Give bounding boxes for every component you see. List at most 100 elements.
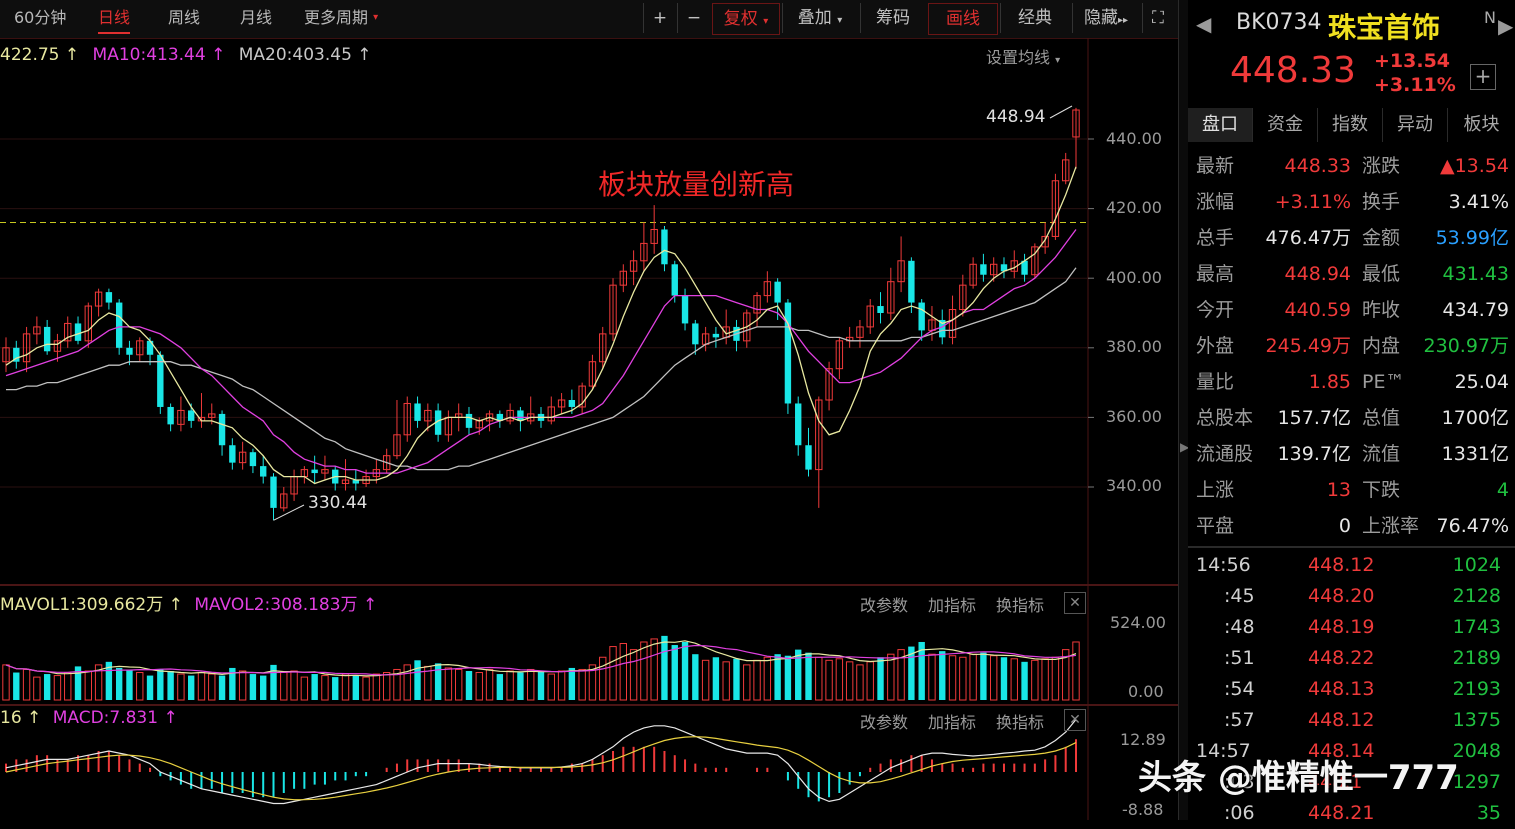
period-daily[interactable]: 日线 [98, 4, 131, 34]
quote-label: 最低 [1362, 263, 1401, 285]
volume-bar [1051, 656, 1060, 701]
vol-switch-indicator-button[interactable]: 换指标 [996, 596, 1045, 615]
quote-row: 总手 476.47万 金额 53.99亿 [1188, 220, 1515, 256]
candle-body [229, 445, 236, 463]
volume-bar [33, 676, 41, 701]
vol-change-params-button[interactable]: 改参数 [860, 596, 909, 615]
candle-body [588, 361, 597, 387]
chart-toolbar: 60分钟 日线 周线 月线 更多周期 ▾ + − 复权 ▾ 叠加 ▾ 筹码 画线… [0, 0, 1178, 39]
tick-price: 448.12 [1308, 554, 1375, 576]
tick-volume: 1297 [1452, 771, 1501, 793]
volume-bar [722, 661, 730, 701]
arrow-up-icon: ↑ [21, 708, 47, 728]
period-more[interactable]: 更多周期 ▾ [304, 4, 378, 32]
candle-body [43, 326, 51, 352]
quote-row: 平盘 0 上涨率 76.47% [1188, 508, 1515, 544]
volume-bar [825, 659, 833, 701]
candle-body [980, 264, 987, 275]
tab-sector[interactable]: 板块 [1448, 108, 1515, 142]
volume-bar [465, 670, 473, 700]
chips-button[interactable]: 筹码 [860, 3, 925, 33]
candle-body [640, 242, 648, 262]
candle-body [311, 469, 318, 474]
macd-switch-indicator-button[interactable]: 换指标 [996, 713, 1045, 732]
tick-volume: 2048 [1452, 740, 1501, 762]
kline-chart[interactable] [0, 0, 1178, 820]
tick-row: :57 448.12 1375 [1188, 705, 1515, 736]
candle-body [393, 434, 401, 457]
prev-stock-icon[interactable]: ◀ [1196, 12, 1212, 36]
volume-bar [290, 670, 298, 701]
volume-bar [1072, 641, 1080, 701]
volume-bar [300, 676, 309, 701]
vol-add-indicator-button[interactable]: 加指标 [928, 596, 977, 615]
candle-body [341, 479, 350, 485]
quote-label: 总值 [1362, 407, 1401, 429]
macd-change-params-button[interactable]: 改参数 [860, 713, 909, 732]
volume-bar [650, 638, 658, 701]
volume-bar [959, 656, 967, 701]
volume-bar [84, 670, 92, 701]
zoom-out-button[interactable]: − [677, 3, 710, 33]
period-60min[interactable]: 60分钟 [14, 8, 67, 27]
tick-price: 448.21 [1308, 802, 1375, 824]
candle-body [661, 229, 668, 265]
classic-button[interactable]: 经典 [1000, 3, 1069, 33]
tick-row: :48 448.19 1743 [1188, 612, 1515, 643]
collapse-handle-icon[interactable]: ▶ [1180, 440, 1190, 454]
chevron-down-icon: ▾ [837, 15, 843, 26]
volume-bar [105, 661, 113, 700]
volume-bar [517, 672, 524, 700]
tick-time: :06 [1224, 802, 1255, 824]
volume-bar [229, 667, 236, 700]
volume-bar [382, 672, 391, 701]
tick-price: 448.22 [1308, 647, 1375, 669]
candle-body [136, 340, 144, 356]
tab-handicap[interactable]: 盘口 [1188, 108, 1253, 142]
volume-bar [939, 651, 946, 700]
volume-bar [805, 652, 812, 700]
volume-bar [249, 674, 257, 700]
overlay-button[interactable]: 叠加 ▾ [782, 3, 857, 33]
quote-label: 金额 [1362, 227, 1401, 249]
price-change-pct: +3.11% [1374, 74, 1456, 96]
close-icon[interactable]: ✕ [1064, 709, 1086, 731]
hide-button[interactable]: 隐藏▸▸ [1072, 3, 1139, 33]
restore-right-button[interactable]: 复权 ▾ [712, 3, 780, 35]
quote-value: 25.04 [1454, 371, 1509, 393]
add-watchlist-icon[interactable]: + [1470, 64, 1496, 90]
volume-bar [578, 668, 586, 701]
volume-bar [619, 643, 627, 701]
zoom-in-button[interactable]: + [643, 3, 676, 33]
current-price: 448.33 [1230, 50, 1356, 91]
quote-row: 流通股 139.7亿 流值 1331亿 [1188, 436, 1515, 472]
volume-bar [321, 675, 329, 701]
tab-abnormal[interactable]: 异动 [1383, 108, 1448, 142]
candle-body [84, 305, 92, 342]
volume-bar [743, 664, 751, 701]
quote-value: 230.97万 [1423, 335, 1509, 357]
volume-bar [774, 654, 781, 700]
candle-body [167, 406, 174, 425]
tab-funds[interactable]: 资金 [1253, 108, 1318, 142]
dropdown-icon: ▾ [373, 12, 379, 23]
ma-settings-button[interactable]: 设置均线 ▾ [986, 44, 1060, 68]
macd-left-value: 16 [0, 708, 22, 728]
chart-annotation: 板块放量创新高 [598, 168, 795, 201]
close-icon[interactable]: ✕ [1064, 592, 1086, 614]
volume-bar [599, 656, 607, 701]
draw-line-button[interactable]: 画线 [928, 3, 998, 35]
tick-row: :45 448.20 2128 [1188, 581, 1515, 612]
macd-add-indicator-button[interactable]: 加指标 [928, 713, 977, 732]
fullscreen-icon[interactable]: ⛶ [1142, 3, 1173, 33]
candle-body [1072, 109, 1080, 138]
period-weekly[interactable]: 周线 [168, 8, 201, 27]
candle-body [835, 340, 844, 370]
tab-index[interactable]: 指数 [1318, 108, 1383, 142]
candle-body [157, 354, 164, 407]
period-monthly[interactable]: 月线 [240, 8, 273, 27]
next-stock-icon[interactable]: ▶ [1498, 14, 1514, 38]
candle-body [774, 281, 781, 303]
quote-value: 448.33 [1284, 155, 1351, 177]
table-divider [1188, 546, 1515, 548]
